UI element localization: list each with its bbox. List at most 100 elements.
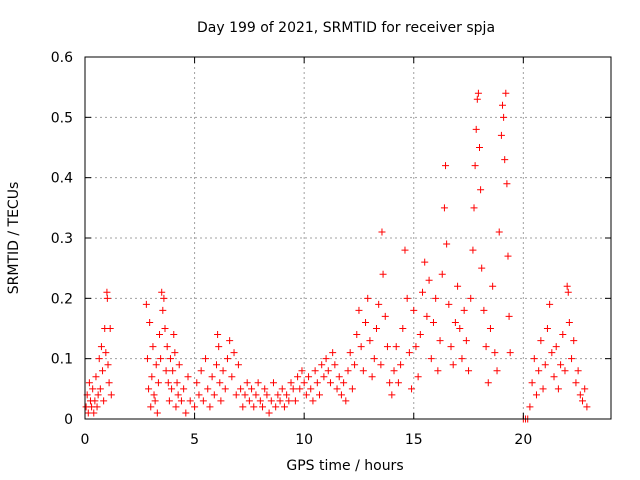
- data-point: [162, 367, 170, 375]
- data-point: [423, 312, 431, 320]
- y-tick-label: 0.4: [51, 171, 73, 187]
- data-point: [484, 379, 492, 387]
- data-point: [399, 325, 407, 332]
- data-point: [405, 349, 413, 357]
- data-point: [146, 318, 154, 326]
- data-point: [184, 373, 192, 381]
- data-point: [230, 349, 238, 357]
- data-point: [503, 180, 511, 188]
- data-point: [495, 228, 503, 236]
- data-point: [153, 409, 161, 417]
- data-point: [335, 373, 343, 381]
- data-point: [436, 337, 444, 345]
- data-point: [147, 403, 155, 411]
- data-point: [480, 306, 488, 314]
- y-tick-label: 0.6: [51, 50, 73, 66]
- data-point: [96, 385, 104, 393]
- data-point: [204, 385, 212, 393]
- data-point: [381, 312, 389, 320]
- data-point: [401, 246, 409, 254]
- data-point: [449, 361, 457, 369]
- data-point: [158, 288, 166, 296]
- data-point: [259, 403, 267, 411]
- data-point: [528, 379, 536, 387]
- data-point: [168, 385, 176, 393]
- data-point: [355, 306, 363, 314]
- data-point: [206, 403, 214, 411]
- data-point: [383, 343, 391, 351]
- data-point: [397, 361, 405, 369]
- data-point: [467, 294, 475, 302]
- data-point: [497, 131, 505, 139]
- data-point: [152, 361, 160, 369]
- data-point: [530, 355, 538, 363]
- data-point: [458, 355, 466, 363]
- data-point: [142, 300, 150, 308]
- data-point: [472, 125, 480, 133]
- data-point: [302, 391, 310, 399]
- data-point: [451, 318, 459, 326]
- data-point: [501, 156, 509, 164]
- data-point: [156, 331, 164, 339]
- data-point: [252, 391, 260, 399]
- data-point: [263, 391, 271, 399]
- data-point: [470, 204, 478, 212]
- data-point: [322, 355, 330, 363]
- data-point: [265, 409, 273, 417]
- x-tick-label: 10: [295, 432, 313, 448]
- data-point: [316, 391, 324, 399]
- data-point: [228, 373, 236, 381]
- data-point: [344, 367, 352, 375]
- data-point: [221, 385, 229, 393]
- data-point: [366, 337, 374, 345]
- data-point: [392, 343, 400, 351]
- data-point: [151, 397, 159, 405]
- data-point: [105, 379, 113, 387]
- data-point: [150, 391, 158, 399]
- data-point: [408, 385, 416, 393]
- data-point: [375, 300, 383, 308]
- data-point: [410, 306, 418, 314]
- data-point: [535, 367, 543, 375]
- data-point: [416, 331, 424, 339]
- data-point: [309, 397, 317, 405]
- data-point: [163, 343, 171, 351]
- data-point: [289, 385, 297, 393]
- data-point: [170, 331, 178, 339]
- data-point: [456, 325, 464, 332]
- y-tick-label: 0: [64, 412, 73, 428]
- data-point: [208, 373, 216, 381]
- data-point: [388, 391, 396, 399]
- data-point: [419, 288, 427, 296]
- data-point: [438, 270, 446, 278]
- data-point: [298, 367, 306, 375]
- data-point: [353, 331, 361, 339]
- data-point: [223, 355, 231, 363]
- data-point: [93, 403, 101, 411]
- data-point: [333, 385, 341, 393]
- data-point: [554, 385, 562, 393]
- data-point: [465, 367, 473, 375]
- data-point: [552, 343, 560, 351]
- data-point: [283, 391, 291, 399]
- y-tick-labels: 0 0.1 0.2 0.3 0.4 0.5 0.6: [51, 50, 73, 428]
- data-point: [267, 397, 275, 405]
- data-point: [499, 101, 507, 109]
- data-point: [504, 252, 512, 260]
- data-point: [172, 403, 180, 411]
- data-point: [250, 403, 258, 411]
- x-axis-label: GPS time / hours: [286, 458, 403, 474]
- data-point: [234, 361, 242, 369]
- data-point: [94, 391, 102, 399]
- data-point: [412, 343, 420, 351]
- data-point: [506, 349, 514, 357]
- data-point: [214, 331, 222, 339]
- data-point: [157, 355, 165, 363]
- data-point: [546, 300, 554, 308]
- data-point: [476, 144, 483, 151]
- data-point: [425, 276, 433, 284]
- data-point: [269, 379, 277, 387]
- data-point: [491, 349, 499, 357]
- data-point: [340, 379, 348, 387]
- data-point: [197, 367, 205, 375]
